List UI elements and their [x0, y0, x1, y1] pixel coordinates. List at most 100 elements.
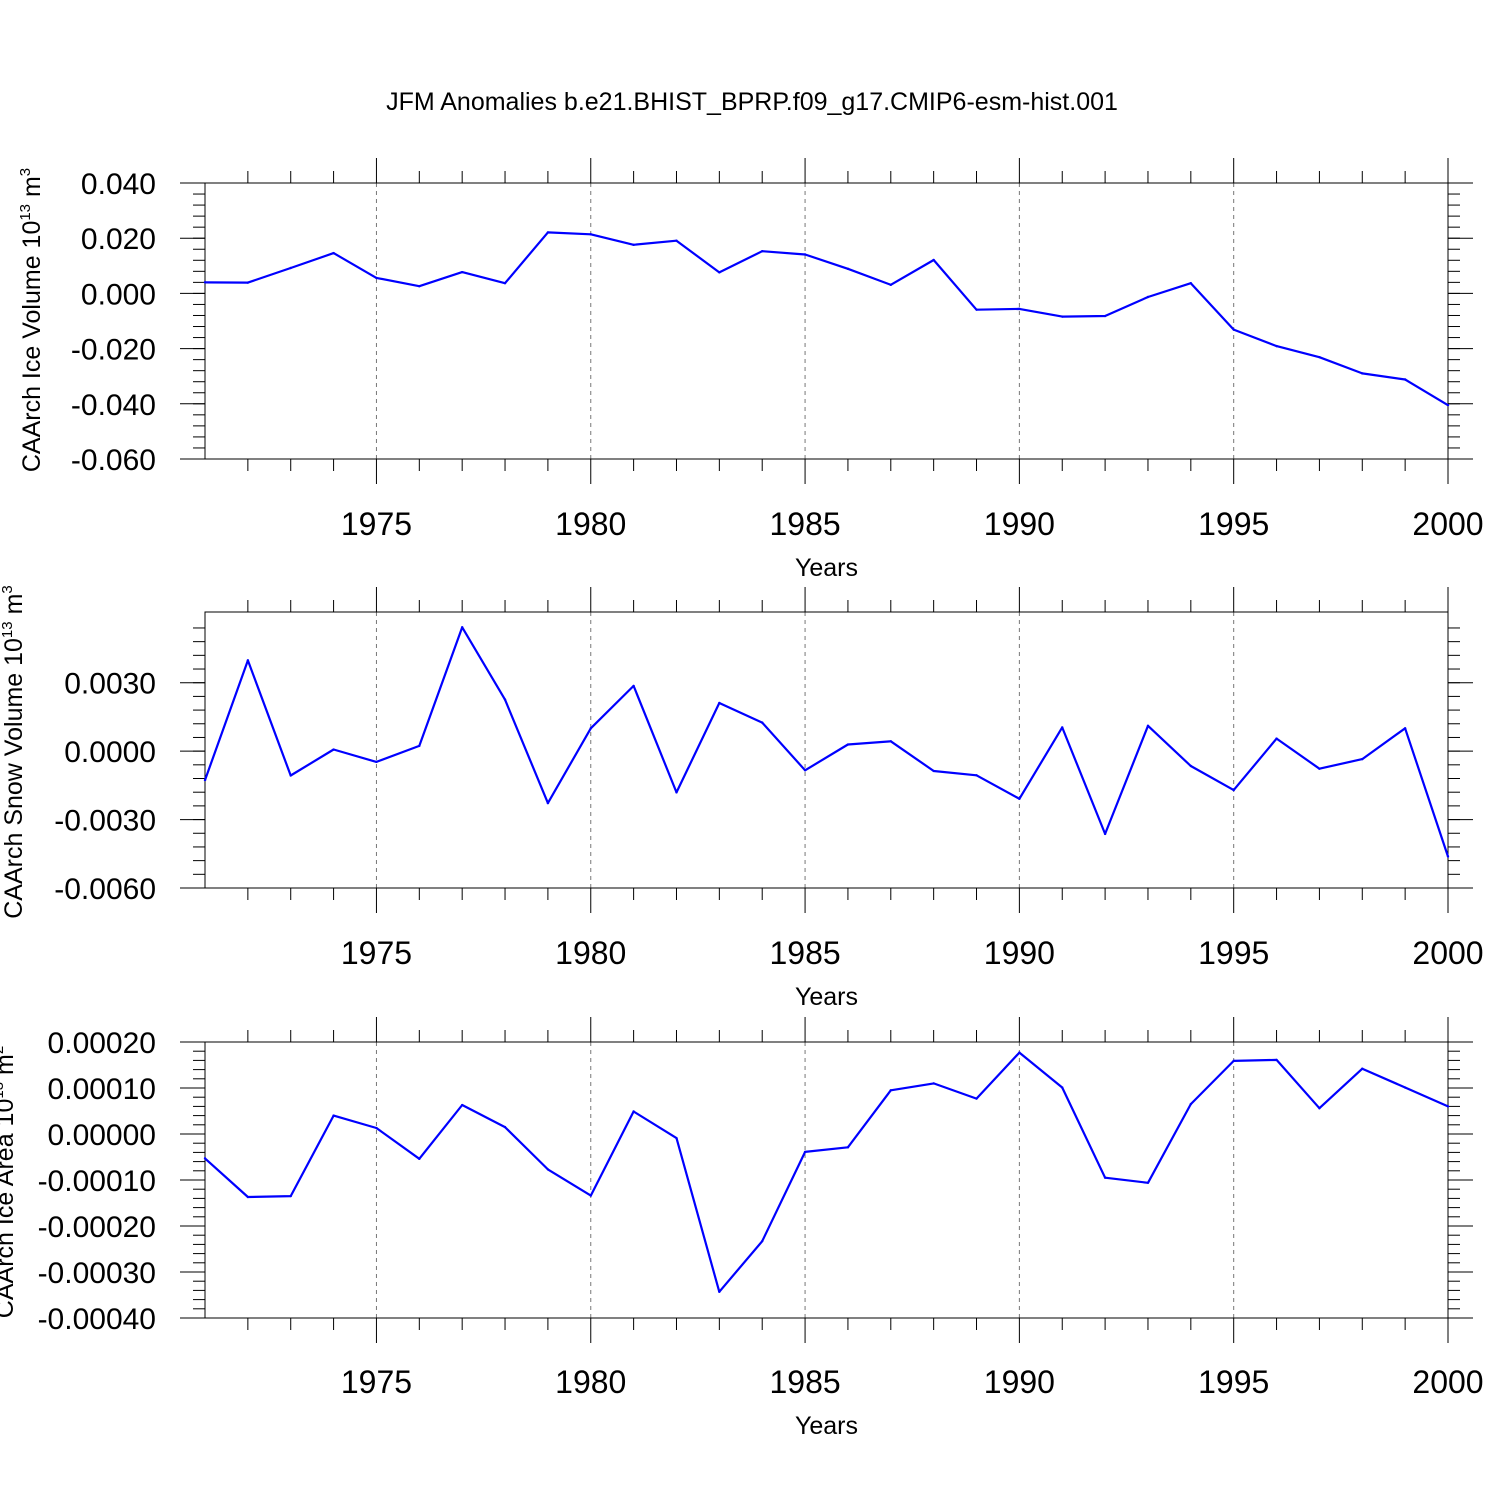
data-point	[761, 721, 764, 724]
y-tick-label: -0.00040	[38, 1303, 156, 1336]
data-point	[503, 698, 507, 701]
data-point	[1189, 764, 1193, 768]
data-point	[203, 778, 207, 782]
data-point	[332, 1114, 335, 1117]
data-point	[1146, 1181, 1150, 1184]
y-axis-title-part: 13	[0, 621, 16, 638]
y-tick-label: -0.0060	[54, 873, 156, 906]
y-tick-label: 0.020	[81, 223, 156, 256]
y-tick-label: 0.0030	[64, 668, 156, 701]
data-point	[503, 1125, 507, 1129]
chart-panel-1: -0.060 -0.040 -0.020 0.000 0.020 0.040 1975 198…	[17, 158, 1484, 582]
y-axis-title-part: 3	[17, 168, 34, 176]
data-point	[761, 1239, 764, 1243]
x-tick-label: 1990	[984, 506, 1055, 542]
figure-title: JFM Anomalies b.e21.BHIST_BPRP.f09_g17.C…	[386, 88, 1118, 116]
y-axis-title-part: m	[18, 176, 46, 204]
x-tick-label: 2000	[1412, 506, 1483, 542]
x-tick-label: 1995	[1198, 506, 1269, 542]
data-point	[246, 659, 250, 662]
y-tick-label: -0.0030	[54, 805, 156, 838]
y-axis-title: CAArch Ice Area 1013 m2	[0, 1046, 19, 1318]
x-tick-label: 2000	[1412, 935, 1483, 971]
x-tick-label: 1975	[341, 1364, 412, 1400]
x-tick-label: 1975	[341, 935, 412, 971]
y-tick-label: 0.00010	[48, 1073, 156, 1106]
x-tick-label: 1995	[1198, 935, 1269, 971]
data-point	[460, 626, 464, 629]
y-tick-label: -0.00020	[38, 1211, 156, 1244]
data-point	[1103, 1176, 1107, 1179]
data-point	[889, 740, 892, 743]
x-tick-label: 1990	[984, 935, 1055, 971]
y-tick-label: -0.020	[71, 334, 156, 367]
data-point	[1361, 372, 1364, 375]
data-point	[1275, 344, 1278, 348]
data-point	[718, 701, 721, 705]
data-point	[1189, 281, 1193, 285]
data-point	[418, 744, 421, 748]
x-tick-label: 1980	[555, 506, 626, 542]
plot-frame	[204, 611, 1449, 889]
data-point	[675, 239, 678, 242]
data-point	[203, 1157, 207, 1160]
data-point	[932, 1082, 935, 1085]
chart-panel-3: -0.00040 -0.00030 -0.00020 -0.00010 0.00000 0…	[0, 1017, 1484, 1440]
y-tick-label: -0.040	[71, 389, 156, 422]
y-tick-label: 0.00020	[48, 1027, 156, 1060]
x-axis-title: Years	[795, 1412, 858, 1440]
data-point	[1061, 315, 1064, 318]
data-point	[546, 1168, 550, 1171]
x-tick-label: 1985	[769, 935, 840, 971]
data-point	[332, 251, 335, 255]
data-point	[546, 231, 550, 234]
data-point	[1061, 726, 1064, 729]
y-tick-label: -0.060	[71, 444, 156, 477]
data-point	[460, 1103, 464, 1107]
y-axis-title: CAArch Snow Volume 1013 m3	[0, 585, 28, 919]
data-point	[289, 266, 292, 270]
data-point	[1146, 295, 1150, 299]
data-point	[1232, 788, 1235, 792]
y-axis-title-part: 3	[0, 585, 16, 593]
data-point	[460, 270, 464, 274]
y-tick-label: -0.00010	[38, 1165, 156, 1198]
y-tick-label: -0.00030	[38, 1257, 156, 1290]
data-point	[1232, 328, 1235, 331]
data-point	[803, 253, 807, 256]
data-point	[375, 760, 378, 764]
data-point	[1103, 832, 1107, 836]
data-point	[803, 769, 807, 772]
y-tick-label: 0.0000	[64, 736, 156, 769]
data-point	[289, 774, 292, 777]
data-point	[289, 1194, 292, 1198]
y-axis-title-part: 2	[0, 1046, 7, 1054]
data-point	[718, 1290, 721, 1293]
data-point	[932, 258, 935, 262]
data-point	[332, 748, 335, 751]
series-line	[203, 626, 1450, 857]
data-point	[1018, 1051, 1021, 1054]
data-point	[632, 243, 635, 247]
data-point	[846, 743, 850, 746]
y-axis-title-part: 13	[0, 1082, 7, 1099]
data-point	[589, 727, 592, 730]
data-point	[1018, 797, 1021, 801]
data-point	[1061, 1086, 1064, 1089]
data-point	[246, 1195, 250, 1199]
x-tick-label: 1975	[341, 506, 412, 542]
data-point	[589, 233, 592, 236]
data-point	[1275, 737, 1278, 740]
y-tick-label: 0.000	[81, 278, 156, 311]
data-point	[889, 1089, 892, 1092]
y-axis-title-part: 13	[17, 204, 34, 221]
data-point	[1275, 1058, 1278, 1062]
y-tick-label: 0.00000	[48, 1119, 156, 1152]
x-tick-label: 1980	[555, 935, 626, 971]
x-tick-label: 1985	[769, 1364, 840, 1400]
x-tick-label: 1980	[555, 1364, 626, 1400]
data-point	[418, 1157, 421, 1161]
data-point	[1189, 1102, 1193, 1106]
plot-frame	[204, 1041, 1449, 1319]
